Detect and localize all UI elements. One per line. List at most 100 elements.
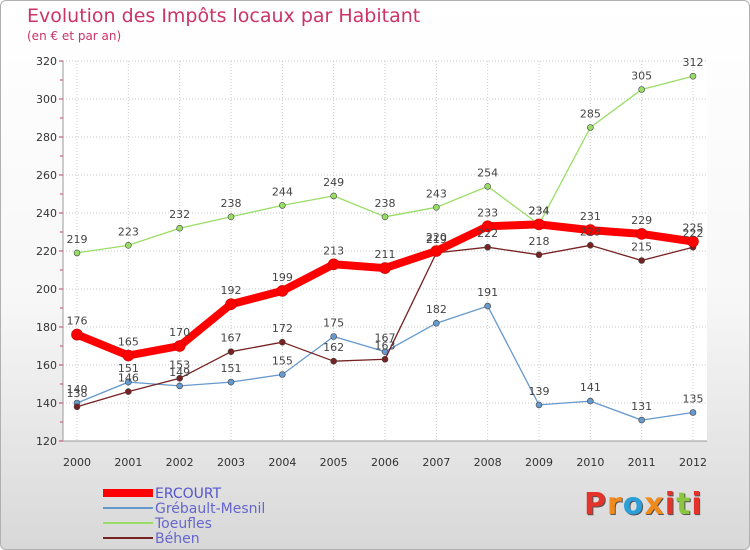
data-label: 172 [272,322,293,335]
series-ercourt [71,218,699,362]
data-point [276,285,289,297]
x-tick-label: 2007 [422,456,450,469]
x-tick-label: 2001 [114,456,142,469]
logo-letter: o [622,487,645,522]
data-point [433,319,440,327]
proxiti-logo: Proxiti [584,487,703,522]
data-point [635,228,648,240]
data-label: 131 [631,400,652,413]
legend-label: Grébault-Mesnil [155,501,265,517]
data-point [71,328,83,341]
data-point [279,338,286,346]
logo-letter: r [607,487,623,522]
x-tick-label: 2000 [63,456,91,469]
x-tick-label: 2009 [525,456,553,469]
data-label: 215 [631,241,652,254]
data-label: 225 [683,222,704,235]
data-point [381,355,389,363]
x-tick-label: 2011 [628,456,656,469]
data-label: 238 [375,197,396,210]
x-tick-label: 2012 [679,456,707,469]
data-point [279,202,286,209]
x-tick-label: 2008 [474,456,502,469]
data-point [279,371,286,378]
data-label: 155 [272,355,293,368]
y-tick-label: 300 [36,93,57,106]
data-point [638,86,645,93]
data-point [687,235,699,248]
data-label: 176 [67,315,88,328]
data-point [176,224,183,232]
chart-title: Evolution des Impôts locaux par Habitant [27,5,421,27]
data-point [381,213,389,221]
series-b-hen [73,242,697,411]
x-tick-label: 2005 [320,456,348,469]
data-point [587,397,594,405]
data-point [587,124,594,131]
y-tick-label: 320 [36,55,57,68]
data-label: 211 [375,248,396,261]
data-label: 234 [529,204,550,217]
data-point [535,251,543,259]
data-label: 238 [221,197,242,210]
logo-letter: i [664,487,677,522]
x-tick-label: 2003 [217,456,245,469]
data-label: 223 [580,225,601,238]
y-tick-label: 240 [36,207,57,220]
data-label: 163 [375,339,396,352]
data-point [330,192,337,200]
data-label: 305 [631,70,652,83]
data-label: 170 [169,326,190,339]
data-point [379,262,391,274]
data-label: 167 [375,332,396,345]
y-tick-label: 120 [36,435,57,448]
data-label: 149 [169,366,190,379]
data-label: 232 [169,208,190,221]
data-point [122,349,135,362]
data-point [227,378,235,386]
data-point [533,218,545,231]
data-point [689,409,697,416]
legend-label: Toeufles [154,516,212,532]
data-label: 146 [118,372,139,385]
data-label: 229 [631,214,652,227]
data-label: 153 [169,358,190,371]
x-tick-label: 2002 [166,456,194,469]
data-label: 218 [529,235,550,248]
logo-letter: x [644,487,665,522]
data-label: 243 [426,187,447,200]
data-label: 175 [323,317,344,330]
data-point [173,340,186,352]
data-point [587,242,594,249]
data-point [327,258,340,271]
data-point [330,333,337,340]
data-label: 182 [426,303,447,316]
data-label: 234 [529,204,550,217]
legend-label: Béhen [155,531,200,547]
x-tick-label: 2004 [268,456,296,469]
data-label: 254 [477,166,498,179]
data-point [227,213,235,221]
data-label: 285 [580,108,601,121]
y-tick-label: 200 [36,283,57,296]
data-point [125,378,132,386]
data-point [535,401,543,409]
logo-letter: P [584,487,607,522]
data-label: 135 [683,393,704,406]
y-tick-label: 180 [36,321,57,334]
logo-letter: i [691,487,703,522]
data-point [176,374,183,382]
data-label: 223 [118,225,139,238]
y-tick-label: 260 [36,169,57,182]
y-tick-label: 160 [36,359,57,372]
data-label: 140 [67,383,88,396]
data-point [584,224,597,236]
data-point [227,348,235,356]
data-label: 222 [683,227,704,240]
data-label: 219 [67,233,88,246]
data-point [73,403,81,411]
data-point [330,357,337,365]
data-label: 233 [477,206,498,219]
data-label: 199 [272,271,293,284]
data-label: 249 [323,176,344,189]
